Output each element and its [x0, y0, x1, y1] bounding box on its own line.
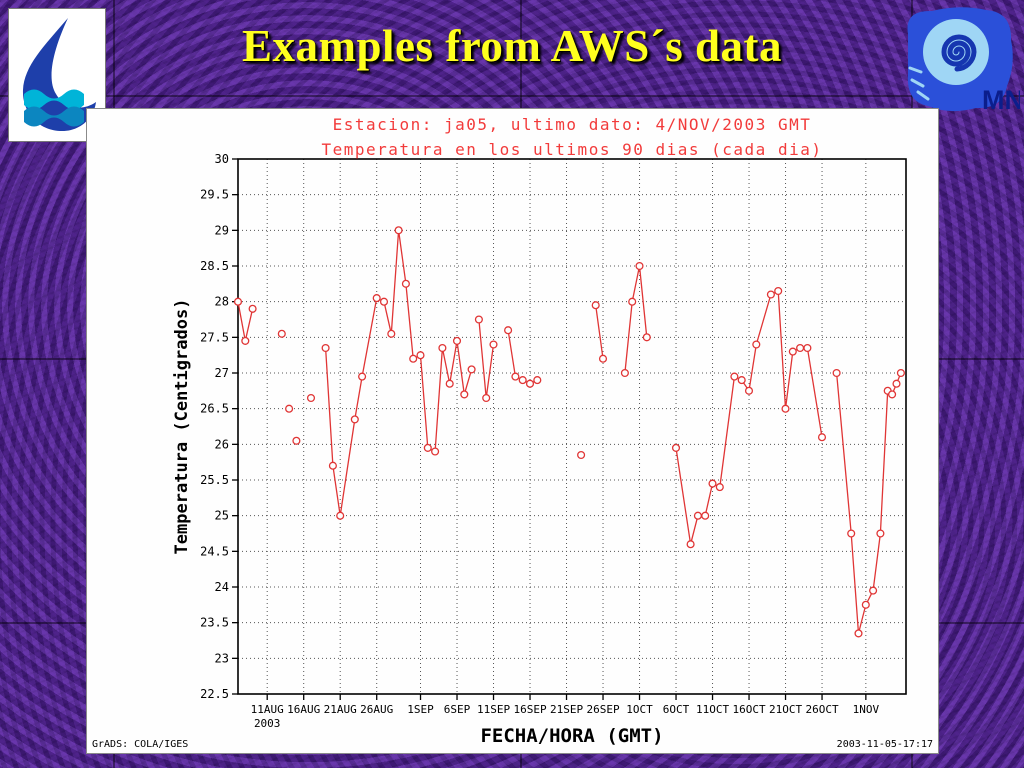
- svg-text:11OCT: 11OCT: [696, 703, 729, 716]
- y-axis-label: Temperatura (Centigrados): [172, 299, 192, 555]
- tick-marks: [232, 158, 867, 700]
- svg-text:21SEP: 21SEP: [550, 703, 583, 716]
- svg-text:26.5: 26.5: [200, 402, 229, 416]
- chart-panel: 22.5 23 23.5 24 24.5 25 25.5 26 26.5 27 27.5 28 28.5…: [86, 108, 939, 754]
- svg-text:1SEP: 1SEP: [407, 703, 434, 716]
- grads-credit: GrADS: COLA/IGES: [92, 739, 188, 750]
- svg-text:23: 23: [215, 651, 229, 665]
- svg-text:25: 25: [215, 509, 229, 523]
- svg-text:27.5: 27.5: [200, 330, 229, 344]
- smn-spiral-logo: MN: [907, 7, 1020, 115]
- svg-text:27: 27: [215, 366, 229, 380]
- plot-frame: [237, 158, 907, 695]
- svg-text:26OCT: 26OCT: [805, 703, 838, 716]
- svg-text:11AUG: 11AUG: [251, 703, 284, 716]
- svg-text:16AUG: 16AUG: [287, 703, 320, 716]
- svg-text:2003: 2003: [254, 717, 281, 730]
- svg-text:24.5: 24.5: [200, 544, 229, 558]
- chart-subtitle: Temperatura en los ultimos 90 dias (cada…: [322, 140, 823, 159]
- spiral-icon: [941, 34, 977, 72]
- wave-shape: [24, 106, 84, 127]
- svg-text:6OCT: 6OCT: [663, 703, 690, 716]
- svg-text:6SEP: 6SEP: [444, 703, 471, 716]
- x-axis-label: FECHA/HORA (GMT): [480, 725, 663, 747]
- chart-text: Estacion: ja05, ultimo dato: 4/NOV/2003 …: [92, 115, 933, 750]
- page-title: Examples from AWS´s data: [242, 21, 782, 71]
- svg-text:1NOV: 1NOV: [853, 703, 880, 716]
- svg-text:26AUG: 26AUG: [360, 703, 393, 716]
- temperature-series: [233, 226, 905, 638]
- svg-text:16SEP: 16SEP: [513, 703, 546, 716]
- wave-shape: [24, 89, 84, 110]
- svg-text:11SEP: 11SEP: [477, 703, 510, 716]
- grid-seam: [0, 95, 1024, 97]
- svg-text:16OCT: 16OCT: [732, 703, 765, 716]
- svg-text:26SEP: 26SEP: [586, 703, 619, 716]
- temperature-chart: 22.5 23 23.5 24 24.5 25 25.5 26 26.5 27 27.5 28 28.5…: [92, 115, 933, 750]
- svg-text:1OCT: 1OCT: [626, 703, 653, 716]
- axis-tick-labels: 22.5 23 23.5 24 24.5 25 25.5 26 26.5 27 27.5 28 28.5…: [200, 152, 879, 730]
- svg-text:22.5: 22.5: [200, 687, 229, 701]
- svg-text:21OCT: 21OCT: [769, 703, 802, 716]
- logo-sparkles: [908, 66, 930, 101]
- grid-lines: [238, 159, 906, 694]
- svg-text:23.5: 23.5: [200, 616, 229, 630]
- svg-text:25.5: 25.5: [200, 473, 229, 487]
- svg-text:21AUG: 21AUG: [324, 703, 357, 716]
- plot-timestamp: 2003-11-05-17:17: [837, 739, 933, 750]
- svg-text:29: 29: [215, 223, 229, 237]
- smn-logo-text: MN: [982, 85, 1020, 115]
- svg-text:28.5: 28.5: [200, 259, 229, 273]
- svg-text:26: 26: [215, 437, 229, 451]
- water-drop-logo: [8, 8, 106, 142]
- svg-text:24: 24: [215, 580, 229, 594]
- svg-text:30: 30: [215, 152, 229, 166]
- svg-text:28: 28: [215, 295, 229, 309]
- svg-text:29.5: 29.5: [200, 188, 229, 202]
- chart-title: Estacion: ja05, ultimo dato: 4/NOV/2003 …: [333, 115, 812, 134]
